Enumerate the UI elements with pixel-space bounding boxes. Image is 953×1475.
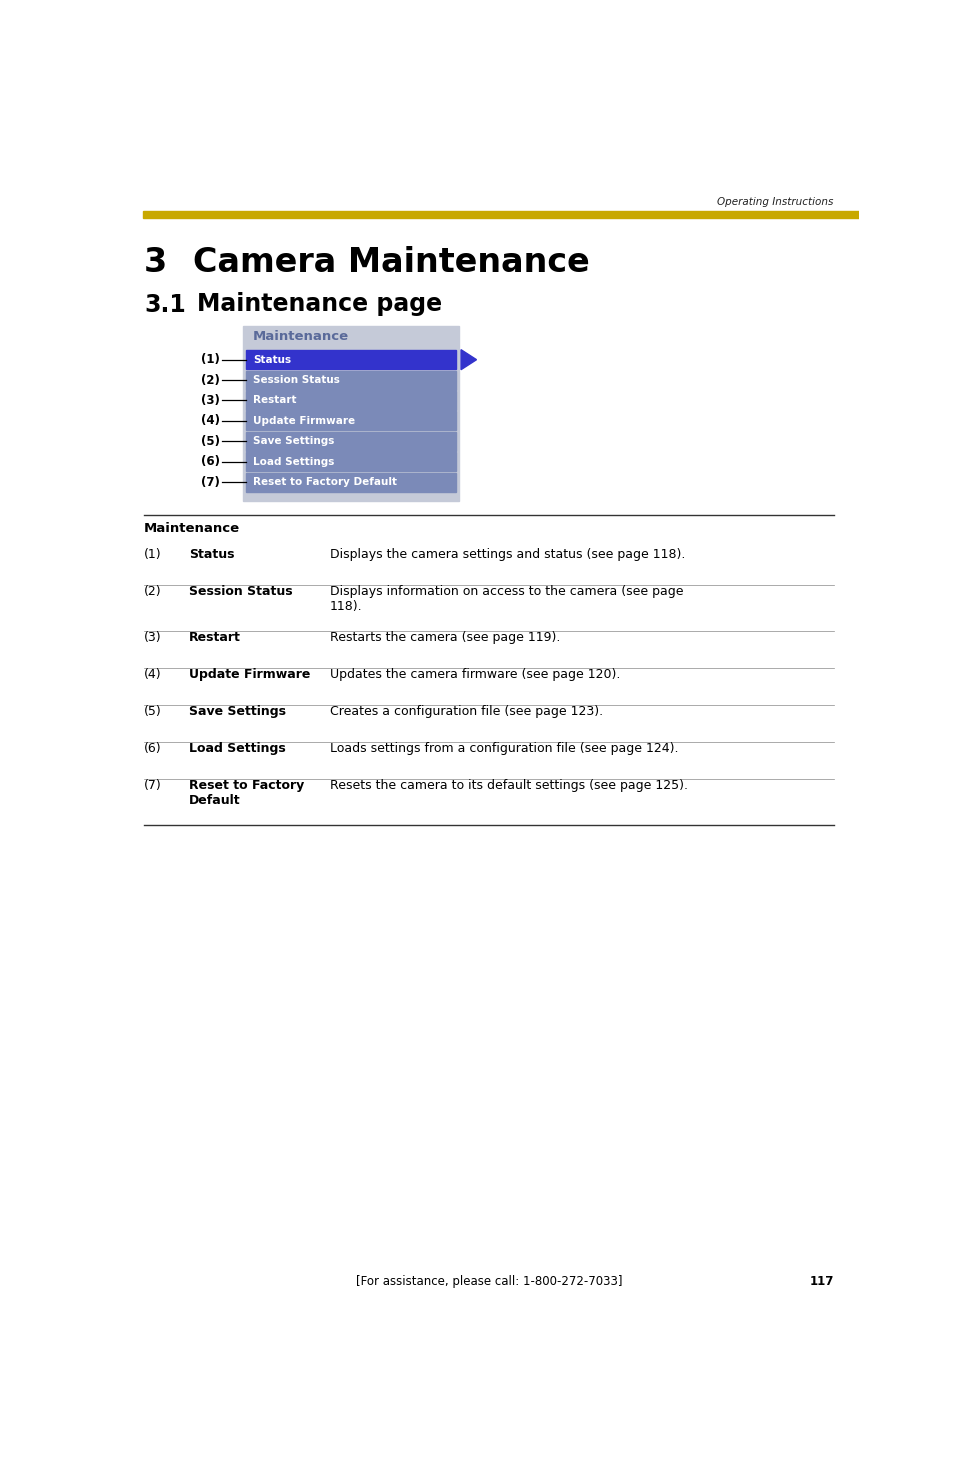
Bar <box>246 350 456 369</box>
Text: Resets the camera to its default settings (see page 125).: Resets the camera to its default setting… <box>330 779 687 792</box>
Text: Creates a configuration file (see page 123).: Creates a configuration file (see page 1… <box>330 705 602 718</box>
Bar <box>142 211 858 218</box>
Bar <box>246 453 456 471</box>
Text: 117: 117 <box>808 1274 833 1288</box>
Text: Status: Status <box>253 354 292 364</box>
Text: Restart: Restart <box>253 395 296 406</box>
Bar <box>246 412 456 431</box>
Bar <box>246 391 456 410</box>
Text: Restart: Restart <box>189 631 240 645</box>
Text: (4): (4) <box>144 668 161 681</box>
Text: Update Firmware: Update Firmware <box>253 416 355 426</box>
Text: Save Settings: Save Settings <box>253 437 335 447</box>
Text: (2): (2) <box>144 584 161 597</box>
Bar <box>246 472 456 491</box>
Text: Displays the camera settings and status (see page 118).: Displays the camera settings and status … <box>330 547 684 560</box>
Text: Session Status: Session Status <box>189 584 293 597</box>
Text: (6): (6) <box>144 742 161 755</box>
Text: (6): (6) <box>201 456 220 468</box>
Text: Update Firmware: Update Firmware <box>189 668 310 681</box>
Text: (5): (5) <box>201 435 220 448</box>
Text: (7): (7) <box>201 475 220 488</box>
Text: Session Status: Session Status <box>253 375 340 385</box>
Text: Restarts the camera (see page 119).: Restarts the camera (see page 119). <box>330 631 559 645</box>
Text: (7): (7) <box>144 779 162 792</box>
Text: (3): (3) <box>201 394 220 407</box>
Text: 3: 3 <box>144 246 167 279</box>
Text: (4): (4) <box>201 414 220 428</box>
Text: Reset to Factory Default: Reset to Factory Default <box>253 476 396 487</box>
Bar <box>246 370 456 389</box>
Text: (5): (5) <box>144 705 162 718</box>
Text: Reset to Factory
Default: Reset to Factory Default <box>189 779 304 807</box>
Polygon shape <box>460 350 476 370</box>
Text: Maintenance: Maintenance <box>253 330 348 344</box>
Text: Updates the camera firmware (see page 120).: Updates the camera firmware (see page 12… <box>330 668 619 681</box>
Text: (1): (1) <box>144 547 161 560</box>
Text: Maintenance: Maintenance <box>144 522 240 535</box>
Text: [For assistance, please call: 1-800-272-7033]: [For assistance, please call: 1-800-272-… <box>355 1274 621 1288</box>
Text: Camera Maintenance: Camera Maintenance <box>193 246 589 279</box>
Text: (2): (2) <box>201 373 220 386</box>
Text: Load Settings: Load Settings <box>189 742 286 755</box>
Text: 3.1: 3.1 <box>144 292 186 317</box>
Text: (1): (1) <box>201 353 220 366</box>
Text: Load Settings: Load Settings <box>253 457 335 466</box>
Text: Status: Status <box>189 547 234 560</box>
Text: (3): (3) <box>144 631 161 645</box>
Text: Displays information on access to the camera (see page
118).: Displays information on access to the ca… <box>330 584 683 612</box>
Bar <box>243 326 458 502</box>
Text: Loads settings from a configuration file (see page 124).: Loads settings from a configuration file… <box>330 742 678 755</box>
Bar <box>246 432 456 451</box>
Text: Maintenance page: Maintenance page <box>196 292 441 317</box>
Text: Operating Instructions: Operating Instructions <box>717 198 833 208</box>
Text: Save Settings: Save Settings <box>189 705 286 718</box>
